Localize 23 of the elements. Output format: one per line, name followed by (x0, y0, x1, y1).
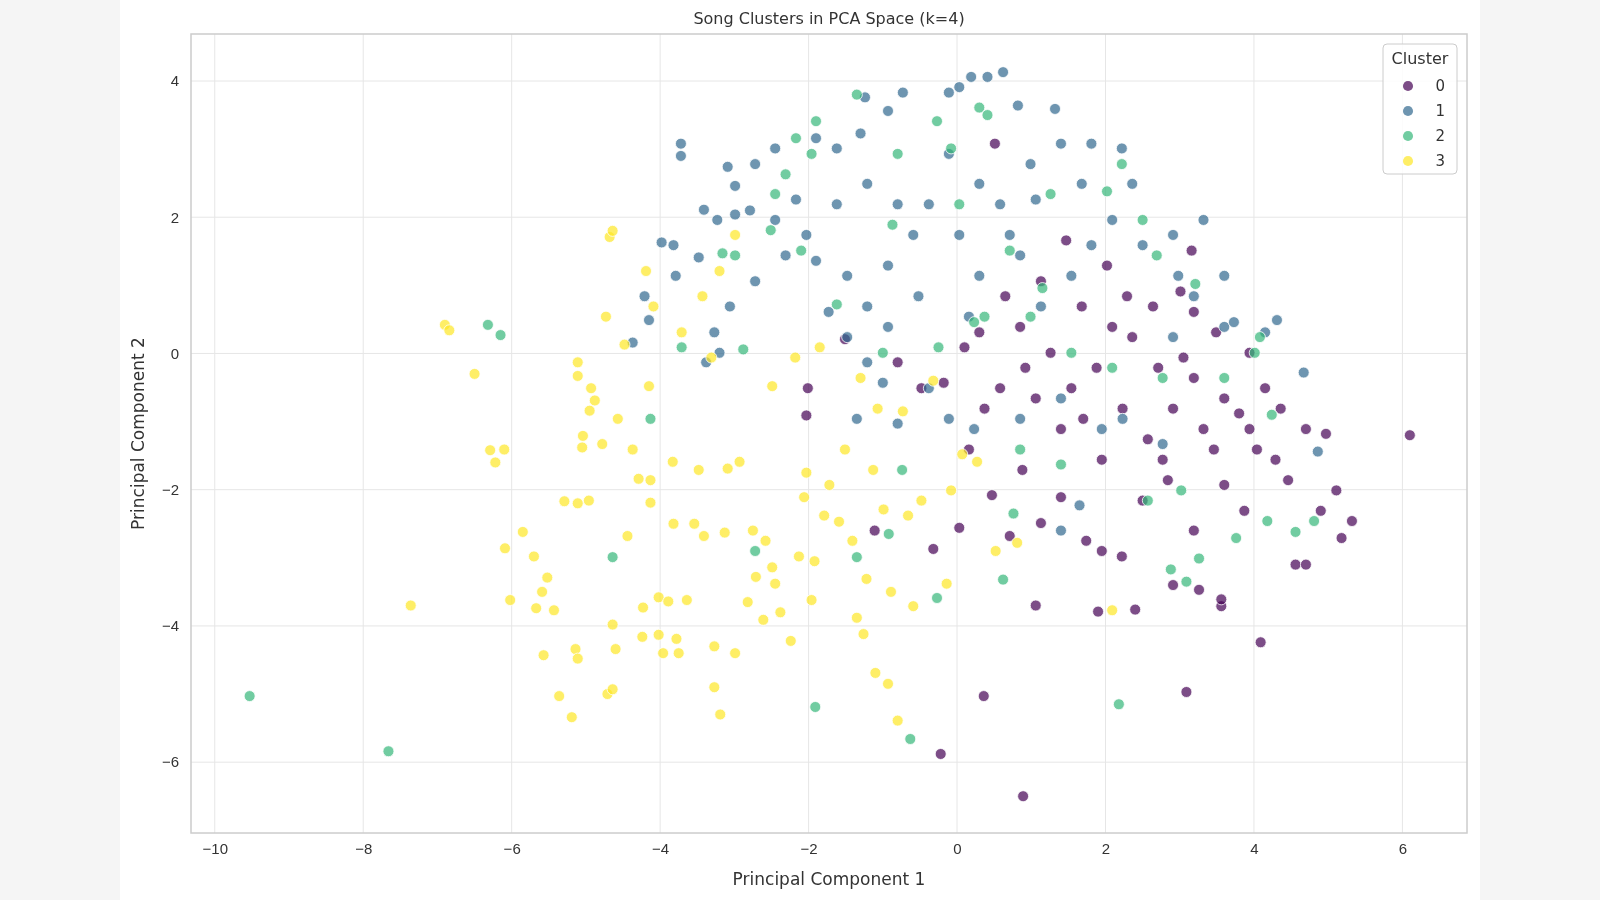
x-tick-label: 6 (1398, 839, 1408, 857)
x-tick-label: 0 (953, 839, 962, 857)
y-axis-title: Principal Component 2 (128, 337, 148, 530)
legend-label: 1 (1435, 102, 1445, 120)
legend-title: Cluster (1391, 49, 1449, 68)
legend-label: 2 (1435, 127, 1445, 145)
x-tick-label: 4 (1250, 839, 1259, 857)
x-tick-label: −2 (800, 839, 818, 857)
x-tick-label: −4 (652, 839, 670, 857)
x-tick-label: −6 (503, 839, 521, 857)
legend-label: 0 (1435, 77, 1445, 95)
y-tick-label: 2 (170, 208, 179, 226)
y-tick-label: −2 (161, 481, 179, 498)
chart-title: Song Clusters in PCA Space (k=4) (693, 9, 965, 28)
y-tick-label: 0 (170, 344, 179, 362)
x-tick-label: −8 (355, 839, 373, 857)
y-tick-label: 4 (170, 72, 179, 90)
y-tick-label: −4 (161, 617, 179, 635)
legend-label: 3 (1435, 152, 1445, 170)
x-axis-title: Principal Component 1 (732, 869, 926, 889)
x-tick-label: 2 (1101, 839, 1111, 857)
x-tick-label: −10 (202, 839, 228, 857)
y-tick-label: −6 (161, 753, 179, 771)
